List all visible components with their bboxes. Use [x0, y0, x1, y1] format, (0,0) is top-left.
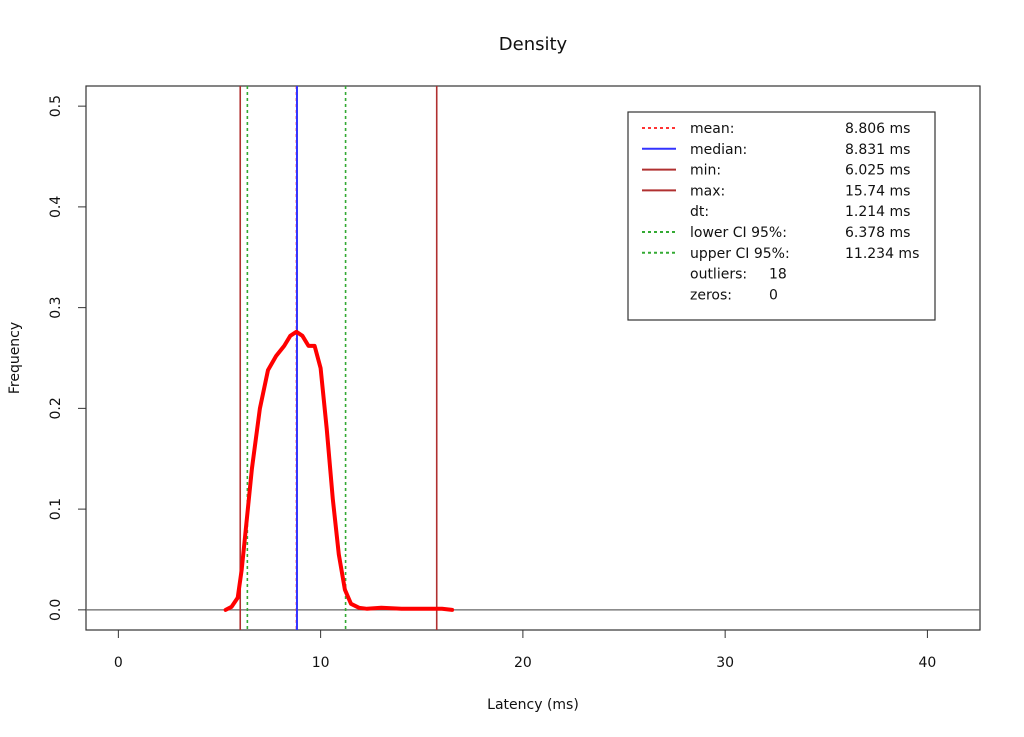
density-line: [223, 329, 455, 612]
legend-value: 0: [769, 287, 778, 303]
y-tick-label: 0.3: [48, 296, 64, 318]
legend-value: 8.831 ms: [845, 142, 910, 158]
y-tick-label: 0.2: [48, 397, 64, 419]
plot-area: 0 10 20 30 40 0.0 0.1 0.2 0.3 0.4 0.5: [48, 85, 981, 671]
y-tick-label: 0.1: [48, 498, 64, 520]
y-tick-label: 0.0: [48, 599, 64, 621]
legend-label: zeros:: [690, 287, 732, 303]
x-tick-label: 40: [918, 655, 936, 671]
chart-title: Density: [499, 34, 568, 55]
legend-value: 6.378 ms: [845, 225, 910, 241]
legend-label: mean:: [690, 121, 734, 137]
legend-box: [627, 111, 936, 321]
legend-value: 1.214 ms: [845, 204, 910, 220]
legend-label: outliers:: [690, 267, 747, 283]
legend-label: dt:: [690, 204, 709, 220]
plot-frame: [85, 85, 981, 631]
y-axis-label: Frequency: [7, 322, 23, 394]
x-tick-label: 20: [514, 655, 532, 671]
y-tick-label: 0.5: [48, 95, 64, 117]
x-tick-label: 10: [312, 655, 330, 671]
legend: mean: 8.806 ms median: 8.831 ms min: 6.025 ms…: [627, 111, 936, 321]
x-tick-label: 0: [114, 655, 123, 671]
legend-label: max:: [690, 183, 725, 199]
legend-value: 6.025 ms: [845, 163, 910, 179]
legend-label: lower CI 95%:: [690, 225, 787, 241]
legend-value: 11.234 ms: [845, 246, 919, 262]
legend-label: min:: [690, 163, 721, 179]
y-tick-label: 0.4: [48, 196, 64, 218]
legend-label: median:: [690, 142, 747, 158]
legend-label: upper CI 95%:: [690, 246, 790, 262]
x-axis-label: Latency (ms): [487, 697, 579, 713]
legend-value: 8.806 ms: [845, 121, 910, 137]
legend-value: 18: [769, 267, 787, 283]
x-tick-label: 30: [716, 655, 734, 671]
legend-value: 15.74 ms: [845, 183, 910, 199]
